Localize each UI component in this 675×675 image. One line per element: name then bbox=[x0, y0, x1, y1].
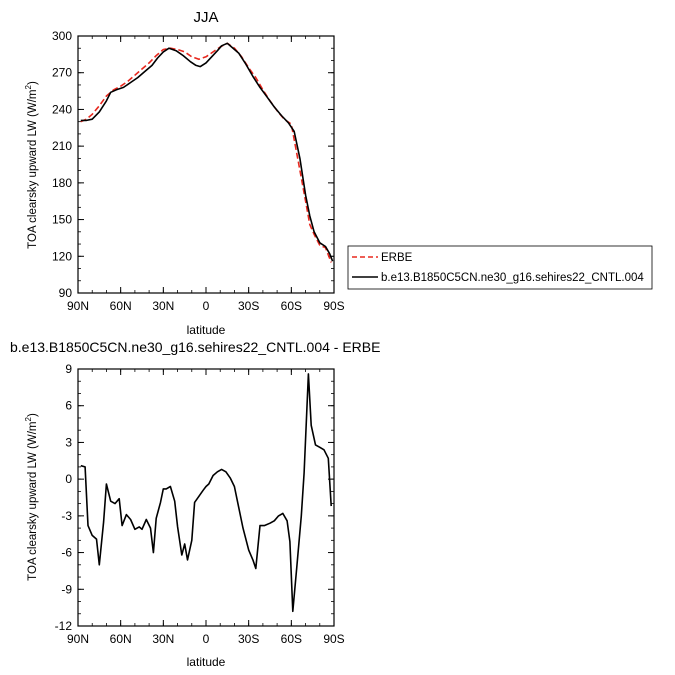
top-series-lines bbox=[80, 42, 334, 263]
bottom-y-tick-label: -3 bbox=[61, 509, 72, 523]
top-x-tick-label: 60N bbox=[110, 299, 132, 313]
bottom-x-tick-label: 30S bbox=[238, 632, 259, 646]
bottom-x-tick-label: 0 bbox=[203, 632, 210, 646]
top-x-axis-label: latitude bbox=[187, 323, 226, 337]
top-x-tick-labels: 90N 60N 30N 0 30S 60S 90S bbox=[67, 299, 345, 313]
bottom-x-tick-labels: 90N 60N 30N 0 30S 60S 90S bbox=[67, 632, 345, 646]
top-y-tick-label: 90 bbox=[59, 286, 73, 300]
bottom-title: b.e13.B1850C5CN.ne30_g16.sehires22_CNTL.… bbox=[10, 339, 380, 355]
top-y-tick-label: 300 bbox=[52, 29, 72, 43]
bottom-plot-frame bbox=[77, 368, 335, 627]
top-y-tick-label: 210 bbox=[52, 139, 72, 153]
top-plot-frame bbox=[77, 35, 335, 294]
bottom-y-tick-labels: -12 -9 -6 -3 0 3 6 9 bbox=[55, 362, 73, 633]
top-x-tick-label: 30S bbox=[238, 299, 259, 313]
bottom-y-tick-label: 6 bbox=[65, 399, 72, 413]
bottom-x-tick-label: 90N bbox=[67, 632, 89, 646]
top-series-line-1 bbox=[80, 42, 334, 262]
top-panel: JJA 90 120 150 180 210 240 270 300 90N 60N 30N 0 30… bbox=[24, 9, 345, 337]
top-y-tick-label: 120 bbox=[52, 249, 72, 263]
top-y-tick-label: 240 bbox=[52, 102, 72, 116]
top-x-tick-label: 0 bbox=[203, 299, 210, 313]
top-y-tick-label: 150 bbox=[52, 213, 72, 227]
top-x-tick-label: 90S bbox=[323, 299, 344, 313]
bottom-x-tick-label: 30N bbox=[152, 632, 174, 646]
top-y-axis-label: TOA clearsky upward LW (W/m2) bbox=[24, 81, 39, 249]
bottom-series-line-0 bbox=[80, 373, 332, 613]
top-x-tick-label: 60S bbox=[281, 299, 302, 313]
legend-label-erbe: ERBE bbox=[381, 252, 413, 264]
bottom-y-tick-label: -9 bbox=[61, 582, 72, 596]
top-title: JJA bbox=[193, 9, 218, 26]
bottom-y-tick-label: 9 bbox=[65, 362, 72, 376]
bottom-x-tick-label: 60N bbox=[110, 632, 132, 646]
bottom-y-tick-label: 3 bbox=[65, 435, 72, 449]
bottom-panel: b.e13.B1850C5CN.ne30_g16.sehires22_CNTL.… bbox=[10, 339, 380, 669]
bottom-y-axis-label: TOA clearsky upward LW (W/m2) bbox=[24, 413, 39, 581]
top-x-tick-label: 90N bbox=[67, 299, 89, 313]
top-tick-marks bbox=[77, 35, 335, 294]
top-series-line-0 bbox=[80, 42, 332, 263]
bottom-y-tick-label: -6 bbox=[61, 546, 72, 560]
top-y-tick-label: 270 bbox=[52, 66, 72, 80]
bottom-x-axis-label: latitude bbox=[187, 655, 226, 669]
legend-label-model: b.e13.B1850C5CN.ne30_g16.sehires22_CNTL.… bbox=[381, 272, 644, 284]
bottom-x-tick-label: 60S bbox=[281, 632, 302, 646]
bottom-y-tick-label: -12 bbox=[55, 619, 73, 633]
bottom-y-tick-label: 0 bbox=[65, 472, 72, 486]
top-y-tick-label: 180 bbox=[52, 176, 72, 190]
top-y-tick-labels: 90 120 150 180 210 240 270 300 bbox=[52, 29, 72, 300]
bottom-x-tick-label: 90S bbox=[323, 632, 344, 646]
top-x-tick-label: 30N bbox=[152, 299, 174, 313]
bottom-series-lines bbox=[80, 373, 332, 613]
legend-box bbox=[347, 245, 653, 290]
legend: ERBE b.e13.B1850C5CN.ne30_g16.sehires22_… bbox=[347, 245, 653, 290]
